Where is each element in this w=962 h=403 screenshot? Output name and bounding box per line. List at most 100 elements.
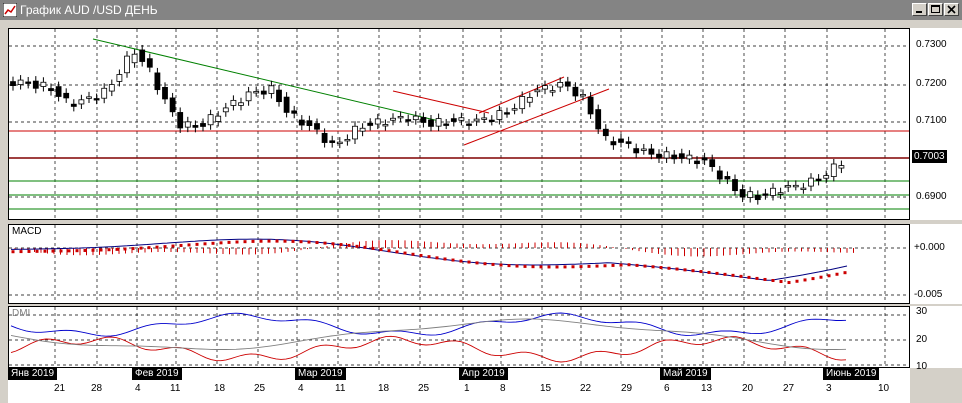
- macd-signal-dot: [515, 264, 519, 268]
- macd-signal-dot: [531, 265, 535, 269]
- day-label: 25: [254, 383, 266, 394]
- macd-signal-dot: [595, 264, 599, 268]
- candle-body: [108, 84, 115, 92]
- macd-pane[interactable]: MACD: [8, 224, 910, 304]
- candle-body: [435, 118, 442, 127]
- day-label: 18: [378, 383, 390, 394]
- month-label: Янв 2019: [8, 368, 58, 380]
- close-button[interactable]: [944, 3, 959, 16]
- adx-line: [10, 318, 847, 350]
- candle-body: [382, 124, 389, 127]
- candle-body: [321, 132, 328, 143]
- price-label-6900: 0.6900: [916, 191, 947, 202]
- day-label: 1: [464, 383, 470, 394]
- macd-signal-dot: [243, 240, 247, 244]
- macd-signal-dot: [795, 279, 799, 283]
- candle-body: [671, 154, 678, 160]
- candle-body: [344, 139, 351, 142]
- macd-signal-dot: [635, 263, 639, 267]
- candle-body: [732, 179, 738, 192]
- candle-body: [785, 185, 792, 188]
- candle-body: [314, 123, 320, 130]
- title-bar[interactable]: График AUD /USD ДЕНЬ: [0, 0, 962, 20]
- macd-signal-dot: [299, 240, 303, 244]
- macd-signal-dot: [387, 249, 391, 253]
- macd-signal-dot: [115, 247, 119, 251]
- macd-signal-dot: [715, 271, 719, 275]
- macd-signal-dot: [27, 249, 31, 253]
- candle-body: [808, 177, 814, 187]
- macd-signal-dot: [499, 263, 503, 267]
- macd-signal-dot: [323, 241, 327, 245]
- maximize-button[interactable]: [928, 3, 943, 16]
- macd-signal-dot: [307, 240, 311, 244]
- day-label: 8: [500, 383, 506, 394]
- macd-signal-dot: [59, 249, 63, 253]
- macd-signal-dot: [315, 241, 319, 245]
- day-label: 15: [540, 383, 552, 394]
- dmi-plus-line: [10, 312, 847, 337]
- price-chart: [9, 29, 909, 219]
- candle-body: [253, 91, 260, 94]
- candle-body: [17, 79, 24, 85]
- macd-signal-dot: [739, 274, 743, 278]
- day-label: 13: [701, 383, 713, 394]
- candle-body: [815, 178, 822, 181]
- macd-signal-dot: [147, 246, 151, 250]
- candle-body: [800, 187, 807, 190]
- macd-signal-dot: [75, 249, 79, 253]
- candle-body: [200, 123, 206, 127]
- candle-body: [716, 170, 723, 180]
- candle-body: [10, 81, 16, 86]
- macd-signal-dot: [275, 239, 279, 243]
- dmi-pane[interactable]: DMI: [8, 306, 910, 368]
- candle-body: [602, 128, 609, 137]
- candle-body: [770, 187, 776, 196]
- macd-signal-dot: [403, 251, 407, 255]
- day-label: 28: [91, 383, 103, 394]
- dmi-axis: 30 20 10: [910, 306, 962, 372]
- macd-signal-dot: [355, 244, 359, 248]
- candle-body: [564, 81, 571, 87]
- macd-signal-dot: [339, 243, 343, 247]
- candle-body: [374, 118, 381, 125]
- macd-signal-dot: [603, 264, 607, 268]
- candle-body: [694, 160, 700, 165]
- macd-signal-dot: [459, 259, 463, 263]
- candle-body: [511, 108, 518, 111]
- macd-signal-dot: [139, 246, 143, 250]
- macd-signal-dot: [507, 264, 511, 268]
- candle-body: [291, 110, 298, 114]
- candle-body: [542, 85, 548, 90]
- macd-signal-dot: [587, 264, 591, 268]
- macd-signal-dot: [131, 247, 135, 251]
- candle-body: [298, 119, 305, 126]
- macd-signal-dot: [51, 249, 55, 253]
- candle-body: [336, 141, 343, 145]
- candle-body: [701, 157, 708, 161]
- macd-signal-dot: [771, 278, 775, 282]
- macd-signal-dot: [827, 274, 831, 278]
- candle-body: [420, 117, 427, 123]
- macd-signal-dot: [107, 248, 111, 252]
- candle-body: [230, 99, 237, 106]
- candle-body: [526, 97, 533, 103]
- current-price-badge: 0.7003: [912, 150, 947, 163]
- macd-signal-dot: [155, 245, 159, 249]
- macd-signal-dot: [379, 248, 383, 252]
- macd-axis: +0.000 -0.005: [910, 224, 962, 304]
- channel-line-upper: [478, 76, 565, 114]
- macd-line: [11, 238, 848, 281]
- macd-signal-dot: [251, 239, 255, 243]
- candle-body: [686, 154, 693, 160]
- candle-body: [55, 86, 62, 97]
- minimize-button[interactable]: [912, 3, 927, 16]
- candle-body: [139, 49, 146, 62]
- price-pane[interactable]: [8, 28, 910, 220]
- macd-signal-dot: [347, 243, 351, 247]
- candle-body: [162, 86, 168, 100]
- price-label-7300: 0.7300: [916, 39, 947, 50]
- macd-signal-dot: [619, 263, 623, 267]
- channel-line-lower: [463, 88, 610, 146]
